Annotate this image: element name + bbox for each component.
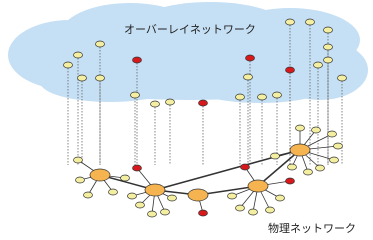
overlay-node [166,99,175,105]
overlay-node [78,75,87,81]
overlay-node [131,92,140,98]
leaf-node [74,157,83,163]
overlay-node [286,19,295,25]
leaf-node [288,164,297,170]
overlay-node [64,62,73,68]
leaf-node [330,157,339,163]
hub [290,144,310,156]
leaf-node [199,210,208,216]
leaf-node [296,125,305,131]
overlay-node [306,19,315,25]
overlay-node [96,75,105,81]
leaf-node [328,131,337,137]
overlay-node [246,55,255,61]
hub [248,180,268,192]
leaf-node [241,164,250,170]
overlay-label: オーバーレイネットワーク [124,23,256,36]
overlay-node [324,27,333,33]
leaf-node [228,193,237,199]
leaf-node [276,195,285,201]
leaf-node [316,165,325,171]
physical-links [78,128,338,214]
overlay-node [286,67,295,73]
overlay-node [244,74,253,80]
leaf-node [76,177,85,183]
leaf-node [136,202,145,208]
leaf-node [271,153,280,159]
hub [145,184,165,196]
overlay-node [258,94,267,100]
overlay-node [314,62,323,68]
leaf-node [161,209,170,215]
overlay-node [324,57,333,63]
overlay-node [273,92,282,98]
cloud [8,2,368,103]
leaf-node [133,165,142,171]
overlay-node [151,101,160,107]
overlay-node [96,41,105,47]
leaf-node [312,127,321,133]
overlay-node [338,75,347,81]
leaf-node [109,189,118,195]
leaf-node [334,143,343,149]
leaf-node [121,175,130,181]
leaf-node [148,211,157,217]
physical-label: 物理ネットワーク [268,221,356,235]
overlay-node [74,52,83,58]
overlay-node [199,100,208,106]
leaf-node [304,169,313,175]
leaf-node [236,205,245,211]
overlay-node [324,44,333,50]
leaf-node [286,178,295,184]
leaf-node [84,192,93,198]
network-diagram: オーバーレイネットワーク 物理ネットワーク [0,0,373,240]
overlay-node [236,94,245,100]
leaf-node [266,207,275,213]
overlay-node [133,57,142,63]
hub [188,189,208,201]
leaf-node [168,195,177,201]
hub [90,169,110,181]
leaf-node [249,209,258,215]
leaf-node [128,193,137,199]
